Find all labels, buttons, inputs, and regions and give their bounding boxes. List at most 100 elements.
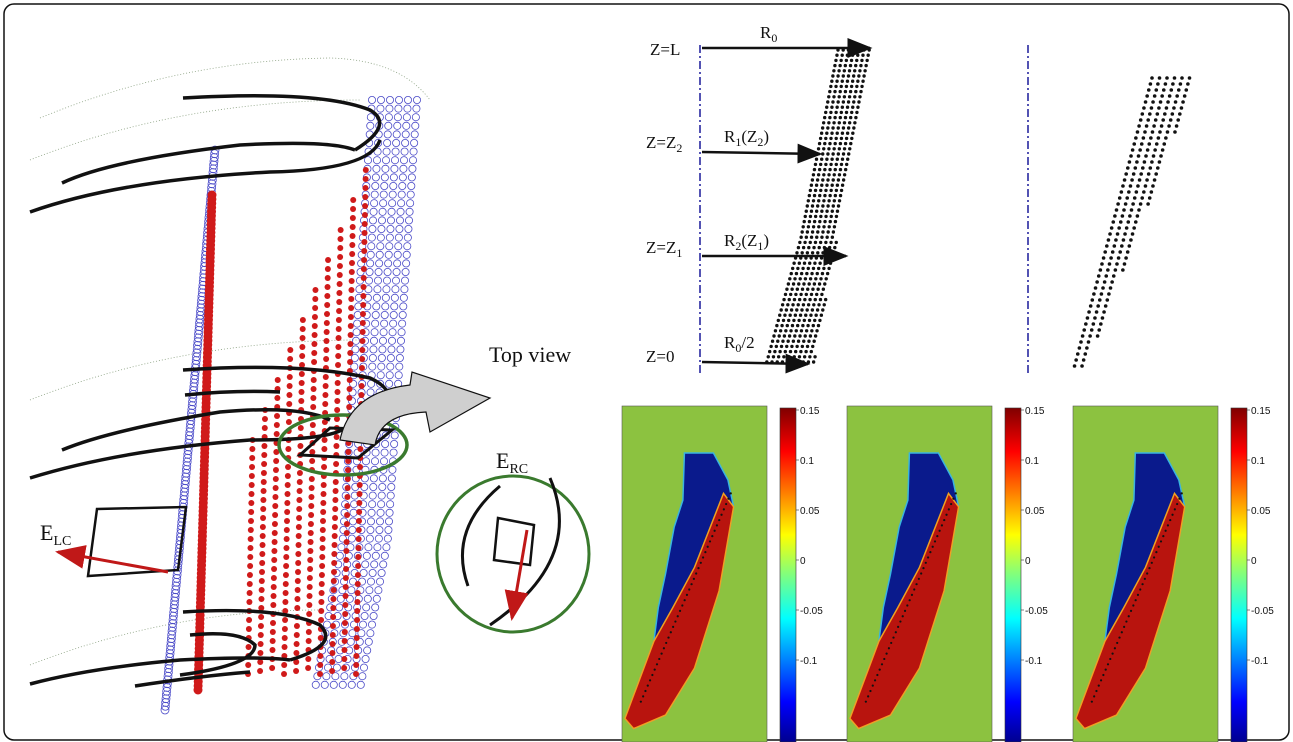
scatter-dot	[800, 344, 805, 349]
red-marker	[307, 539, 314, 545]
scatter-dot	[1176, 118, 1181, 122]
scatter-dot	[855, 58, 859, 63]
scatter-dot	[1121, 238, 1126, 242]
label-z-l: Z=L	[650, 40, 680, 59]
blue-marker	[168, 619, 178, 628]
blue-marker	[370, 190, 379, 199]
blue-marker	[348, 629, 357, 638]
scatter-dot	[854, 89, 858, 94]
scatter-dot	[1161, 88, 1166, 92]
red-marker	[344, 503, 351, 509]
blue-marker	[366, 113, 375, 122]
scatter-dot	[842, 173, 847, 177]
blue-marker	[361, 655, 370, 664]
red-marker	[297, 443, 304, 449]
red-marker	[312, 287, 319, 293]
scatter-dot	[835, 131, 839, 135]
blue-marker	[171, 589, 180, 598]
scatter-dot	[793, 334, 797, 338]
red-marker	[299, 326, 306, 332]
blue-marker	[161, 698, 171, 707]
scatter-dot	[793, 313, 798, 317]
scatter-dot	[1150, 76, 1154, 80]
map-dot	[1169, 518, 1172, 522]
scatter-dot	[815, 178, 820, 182]
scatter-dot	[809, 183, 814, 187]
blue-marker	[351, 336, 360, 345]
scatter-dot	[829, 214, 833, 219]
scatter-dot	[847, 152, 851, 156]
map-dot	[665, 641, 668, 645]
blue-marker	[192, 352, 201, 362]
colorbar-tick-label: -0.1	[800, 656, 818, 667]
red-marker	[261, 443, 268, 449]
scatter-dot	[1091, 322, 1096, 326]
scatter-dot	[833, 167, 837, 172]
colorbar-tick-label: 0.05	[1025, 506, 1045, 517]
blue-marker	[377, 224, 386, 233]
scatter-dot	[795, 287, 800, 291]
scatter-dot	[790, 287, 794, 291]
scatter-dot	[1135, 214, 1140, 218]
scatter-dot	[826, 251, 830, 255]
scatter-dot	[1099, 292, 1104, 296]
red-marker	[311, 359, 318, 365]
scatter-dot	[805, 204, 809, 208]
scatter-dot	[1111, 220, 1116, 224]
blue-marker	[329, 586, 338, 595]
scatter-dot	[1134, 190, 1139, 194]
scatter-dot	[1160, 148, 1165, 152]
map-dot	[1127, 615, 1130, 618]
scatter-dot	[813, 261, 817, 265]
blue-marker	[180, 480, 190, 489]
scatter-dot	[790, 344, 794, 349]
blue-marker	[395, 224, 404, 233]
scatter-dot	[1159, 154, 1163, 158]
scatter-dot	[827, 95, 831, 99]
blue-marker	[382, 147, 391, 156]
scatter-dot	[837, 69, 841, 73]
scatter-dot	[774, 344, 779, 349]
scatter-dot	[863, 69, 867, 73]
red-marker	[358, 383, 365, 389]
blue-marker	[374, 267, 383, 276]
blue-marker	[187, 404, 197, 414]
arrow-lc	[55, 545, 169, 574]
scatter-dot	[860, 58, 864, 63]
blue-marker	[395, 362, 404, 371]
map-dot	[910, 593, 914, 596]
blue-marker	[387, 474, 396, 483]
blue-marker	[393, 113, 402, 122]
scatter-dot	[1149, 106, 1154, 110]
scatter-dot	[824, 136, 828, 141]
scatter-dot	[791, 282, 796, 286]
blue-marker	[371, 173, 380, 182]
scatter-dot	[1175, 94, 1179, 98]
blue-marker	[373, 276, 382, 285]
red-marker	[247, 545, 254, 551]
scatter-dot	[1181, 100, 1185, 104]
scatter-dot	[815, 204, 820, 208]
scatter-dot	[1110, 280, 1114, 284]
map-dot	[1143, 577, 1146, 580]
red-marker	[354, 608, 361, 614]
scatter-dot	[1146, 202, 1150, 206]
scatter-dot	[789, 329, 793, 333]
blue-marker	[386, 353, 395, 362]
blue-marker	[391, 147, 400, 156]
scatter-dot	[799, 349, 803, 354]
scatter-dot	[1111, 274, 1116, 278]
scatter-dot	[786, 303, 790, 307]
red-marker	[329, 632, 336, 638]
red-marker	[248, 491, 255, 497]
scatter-dot	[785, 287, 789, 291]
scatter-dot	[798, 277, 802, 281]
scatter-dot	[775, 323, 779, 328]
scatter-dot	[1135, 160, 1139, 164]
map-dot	[651, 673, 654, 677]
scatter-dot	[1163, 82, 1168, 86]
scatter-dot	[1151, 100, 1155, 104]
scatter-dot	[821, 308, 825, 312]
scatter-dot	[845, 79, 850, 83]
scatter-dot	[1136, 154, 1141, 158]
